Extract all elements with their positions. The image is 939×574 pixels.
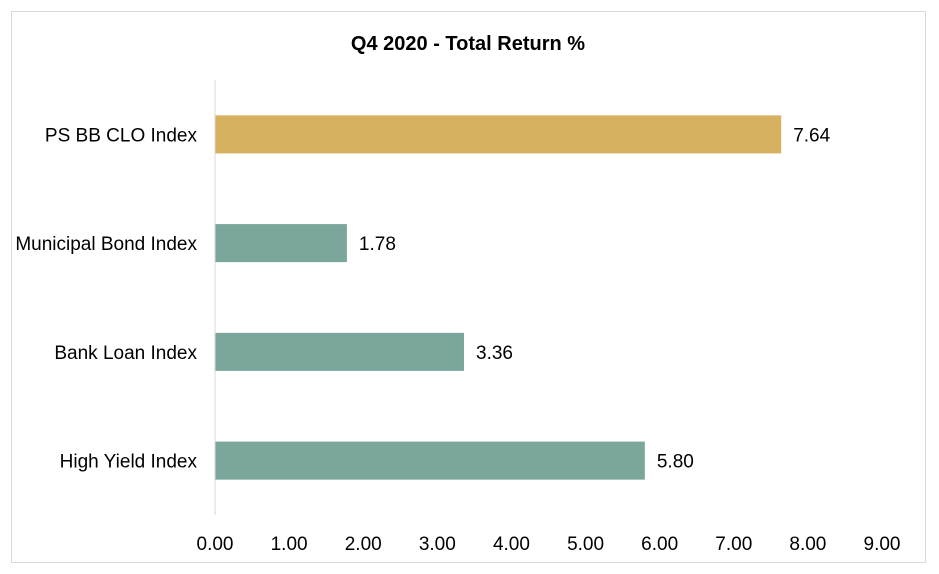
x-tick-label: 6.00	[641, 534, 678, 555]
bar	[215, 332, 465, 371]
x-tick-label: 1.00	[271, 534, 308, 555]
data-label: 7.64	[793, 125, 830, 146]
x-tick-label: 3.00	[419, 534, 456, 555]
x-tick-label: 4.00	[493, 534, 530, 555]
x-tick-label: 9.00	[864, 534, 901, 555]
category-label: Municipal Bond Index	[15, 234, 197, 255]
x-axis-ticks: 0.00 1.00 2.00 3.00 4.00 5.00 6.00 7.00 8.00 9.00	[197, 534, 901, 555]
data-label: 5.80	[657, 452, 694, 473]
category-label: Bank Loan Index	[54, 343, 197, 364]
data-labels: 7.64 1.78 3.36 5.80	[359, 125, 831, 472]
x-tick-label: 2.00	[345, 534, 382, 555]
x-tick-label: 5.00	[567, 534, 604, 555]
x-tick-label: 7.00	[715, 534, 752, 555]
data-label: 1.78	[359, 234, 396, 255]
category-labels: PS BB CLO Index Municipal Bond Index Bank …	[15, 125, 197, 472]
bar	[215, 441, 645, 480]
category-label: High Yield Index	[60, 452, 198, 473]
bar	[215, 224, 347, 263]
category-label: PS BB CLO Index	[45, 125, 198, 146]
x-tick-label: 0.00	[197, 534, 234, 555]
chart-title: Q4 2020 - Total Return %	[351, 33, 585, 55]
data-label: 3.36	[476, 343, 513, 364]
bar	[215, 115, 782, 154]
bars-layer	[215, 115, 782, 480]
x-tick-label: 8.00	[789, 534, 826, 555]
